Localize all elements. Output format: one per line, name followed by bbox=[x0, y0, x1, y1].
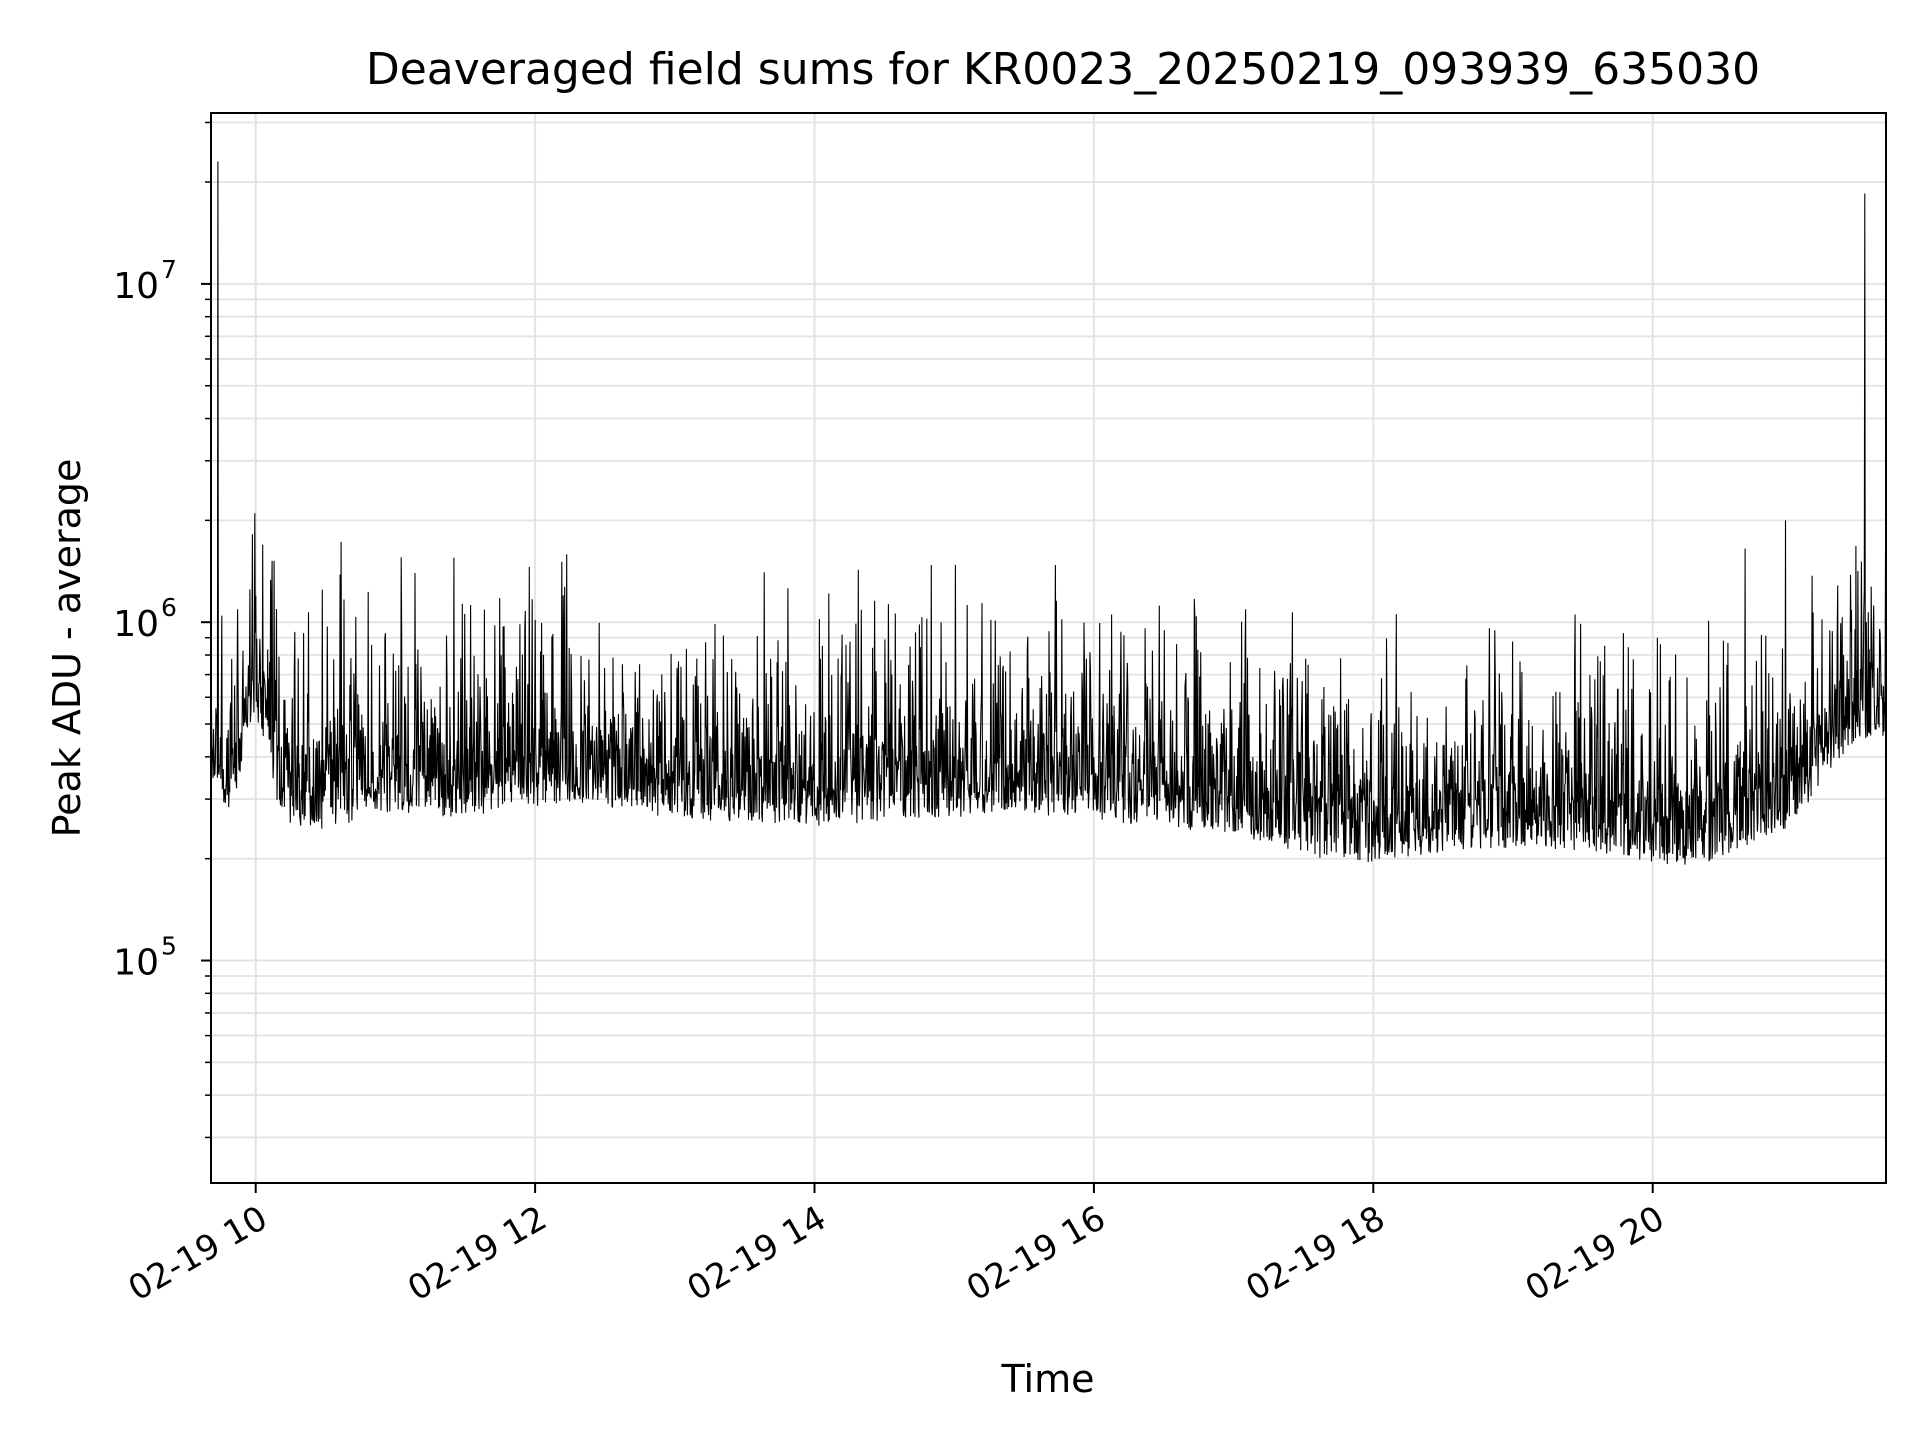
x-axis: 02-19 10 02-19 12 02-19 14 02-19 16 02-19 18… bbox=[122, 1183, 1671, 1309]
series-layer bbox=[210, 161, 1887, 865]
y-tick-label: 10 bbox=[113, 943, 159, 984]
x-tick-label: 02-19 20 bbox=[1519, 1198, 1671, 1309]
x-axis-label: Time bbox=[1001, 1357, 1095, 1401]
x-tick-label: 02-19 12 bbox=[401, 1198, 553, 1309]
x-tick-label: 02-19 18 bbox=[1239, 1198, 1391, 1309]
series-line bbox=[210, 161, 1887, 865]
chart-title: Deaveraged field sums for KR0023_2025021… bbox=[366, 44, 1760, 95]
y-tick-label: 10 bbox=[113, 604, 159, 645]
y-tick-exponent: 5 bbox=[161, 932, 177, 961]
x-tick-label: 02-19 14 bbox=[681, 1198, 833, 1309]
y-axis-label: Peak ADU - average bbox=[45, 459, 89, 838]
x-tick-label: 02-19 16 bbox=[960, 1198, 1112, 1309]
x-tick-label: 02-19 10 bbox=[122, 1198, 274, 1309]
y-tick-exponent: 6 bbox=[161, 593, 177, 622]
plot-frame bbox=[210, 112, 1887, 1184]
y-tick-label: 10 bbox=[113, 266, 159, 307]
y-tick-exponent: 7 bbox=[161, 255, 177, 284]
